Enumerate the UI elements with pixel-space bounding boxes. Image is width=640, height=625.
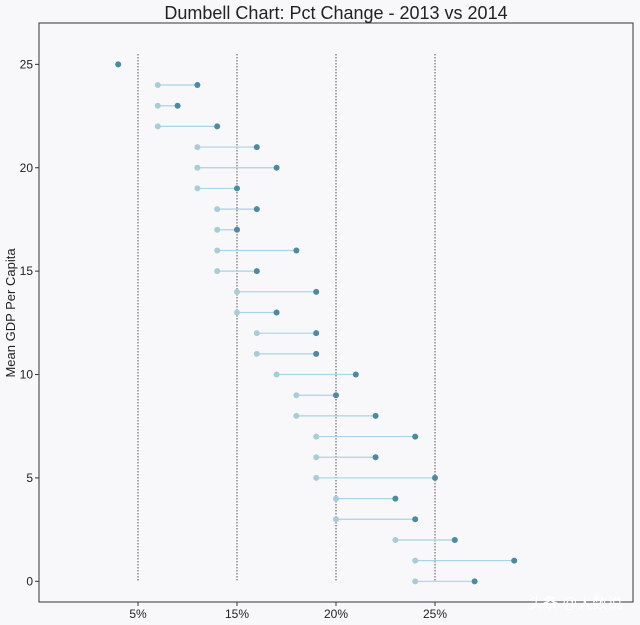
point-2013 [392, 536, 399, 543]
reference-lines [137, 54, 436, 582]
point-2014 [511, 557, 518, 564]
point-2014 [392, 495, 399, 502]
y-tick-label: 5 [26, 471, 33, 485]
point-2014 [471, 578, 478, 585]
point-2013 [253, 330, 260, 337]
point-2013 [313, 433, 320, 440]
y-tick-label: 10 [20, 368, 34, 382]
point-2014 [194, 82, 201, 89]
point-2014 [333, 392, 339, 399]
x-tick-label: 20% [324, 607, 348, 621]
y-tick-label: 20 [20, 161, 34, 175]
point-2014 [412, 516, 419, 523]
point-2013 [214, 206, 221, 213]
point-2013 [214, 226, 221, 233]
x-tick-label: 5% [129, 607, 147, 621]
point-2013 [273, 371, 280, 378]
point-2014 [372, 412, 379, 419]
dumbbell-points [115, 61, 518, 585]
point-2014 [372, 454, 379, 461]
point-2014 [253, 268, 260, 275]
y-axis-ticks: 0 5 10 15 20 25 [20, 57, 39, 588]
y-tick-label: 15 [20, 264, 34, 278]
point-2014 [234, 226, 240, 233]
point-2014 [273, 309, 280, 316]
point-2013 [333, 495, 339, 502]
point-2013 [333, 516, 339, 523]
point-2014 [352, 371, 359, 378]
point-2013 [154, 82, 161, 89]
point-2013 [234, 309, 240, 316]
x-axis-ticks: 5% 15% 20% 25% [129, 602, 447, 621]
point-2014 [115, 61, 122, 68]
point-2013 [194, 185, 201, 192]
chart-title: Dumbell Chart: Pct Change - 2013 vs 2014 [164, 3, 507, 23]
x-tick-label: 15% [225, 607, 249, 621]
point-2013 [253, 350, 260, 357]
point-2013 [412, 578, 419, 585]
y-tick-label: 25 [20, 57, 34, 71]
point-2014 [174, 102, 181, 109]
y-tick-label: 0 [26, 574, 33, 588]
x-tick-label: 25% [423, 607, 447, 621]
point-2013 [412, 557, 419, 564]
point-2013 [313, 474, 320, 481]
point-2013 [194, 144, 201, 151]
point-2014 [432, 474, 438, 481]
point-2013 [293, 412, 300, 419]
point-2013 [313, 454, 320, 461]
point-2014 [451, 536, 458, 543]
point-2014 [273, 164, 280, 171]
point-2014 [253, 144, 260, 151]
point-2014 [313, 350, 320, 357]
y-axis-label: Mean GDP Per Capita [3, 248, 18, 378]
dumbbell-connectors [157, 84, 515, 582]
point-2014 [253, 206, 260, 213]
point-2013 [214, 247, 221, 254]
point-2013 [194, 164, 201, 171]
point-2013 [214, 268, 221, 275]
point-2014 [412, 433, 419, 440]
point-2014 [234, 185, 240, 192]
watermark-text: 头条 @大数说 [528, 595, 622, 612]
point-2013 [293, 392, 300, 399]
point-2013 [234, 288, 240, 295]
point-2014 [313, 330, 320, 337]
point-2014 [293, 247, 300, 254]
point-2013 [154, 123, 161, 130]
point-2014 [313, 288, 320, 295]
point-2014 [214, 123, 221, 130]
point-2013 [154, 102, 161, 109]
